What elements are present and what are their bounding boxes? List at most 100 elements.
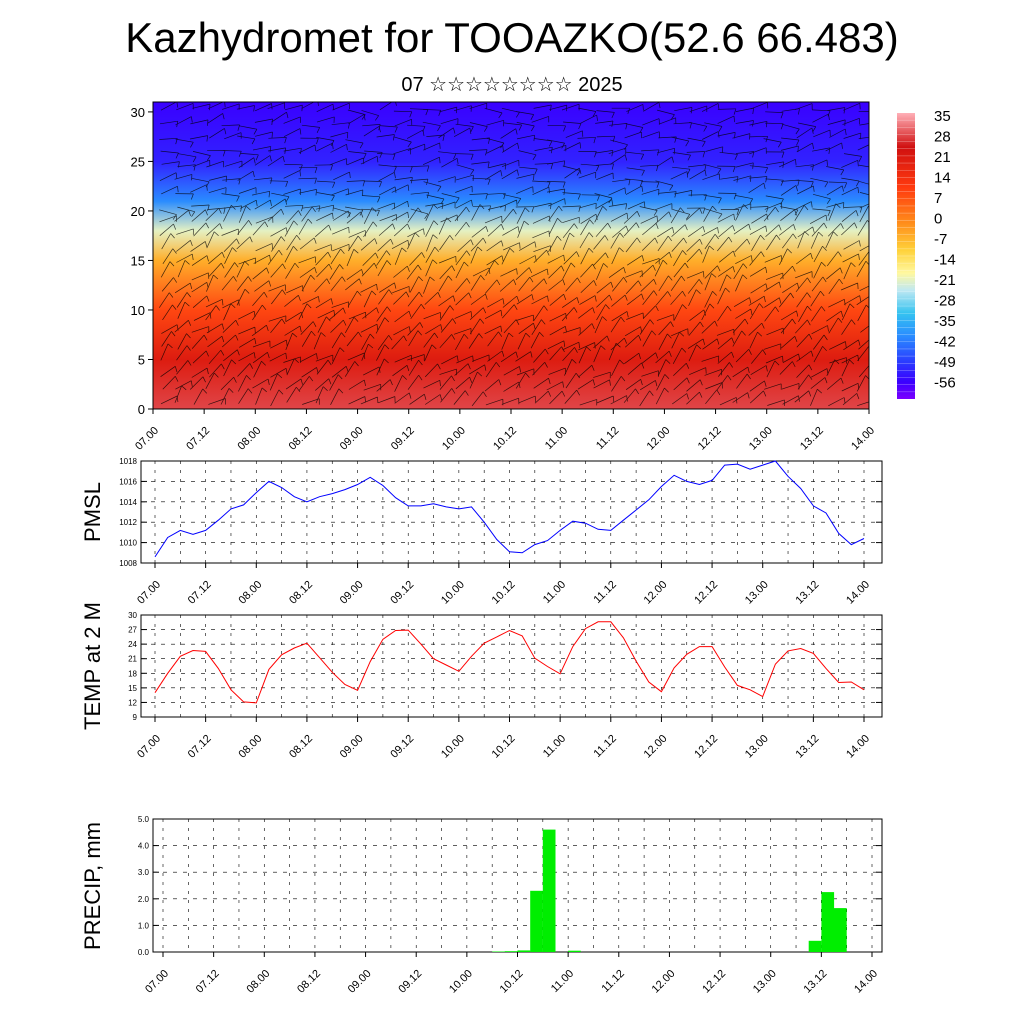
- wind-barb: [735, 274, 743, 292]
- wind-barb-flag: [408, 310, 412, 317]
- wind-barb: [177, 333, 187, 350]
- wind-barb-flag: [578, 342, 580, 349]
- wind-barb-flag: [236, 195, 240, 202]
- wind-barb: [687, 338, 704, 349]
- wind-barb: [657, 147, 675, 154]
- wind-barb: [549, 312, 566, 322]
- wind-barb: [220, 388, 230, 405]
- wind-barb: [469, 307, 484, 321]
- wind-barb: [332, 102, 350, 111]
- wind-barb-flag: [574, 347, 578, 353]
- wind-barb: [252, 190, 270, 196]
- wind-barb-flag: [175, 172, 178, 179]
- wind-barb-flag: [414, 232, 420, 238]
- wind-barb-flag: [518, 381, 521, 388]
- wind-barb-flag: [280, 208, 285, 215]
- wind-barb: [346, 157, 364, 166]
- wind-barb: [424, 292, 439, 305]
- wind-barb-flag: [794, 209, 797, 216]
- wind-barb-flag: [544, 348, 549, 355]
- wind-barb-flag: [386, 306, 391, 312]
- wind-barb: [267, 208, 282, 222]
- wind-barb-flag: [627, 108, 631, 115]
- wind-barb: [764, 202, 782, 210]
- wind-barb: [316, 103, 334, 113]
- wind-barb-flag: [747, 367, 750, 373]
- wind-barb-flag: [407, 240, 410, 247]
- wind-barb-flag: [858, 240, 861, 247]
- wind-barb: [487, 331, 499, 347]
- wind-barb: [360, 323, 378, 333]
- y-tick-label: 1012: [119, 518, 137, 527]
- wind-barb-flag: [191, 116, 193, 123]
- wind-barb: [515, 372, 526, 389]
- wind-barb: [487, 298, 504, 308]
- wind-barb-flag: [610, 281, 614, 288]
- wind-barb: [858, 250, 869, 266]
- wind-barb: [749, 135, 768, 138]
- wind-barb-flag: [857, 187, 859, 194]
- wind-barb: [625, 185, 642, 195]
- wind-barb: [561, 307, 575, 322]
- wind-barb-flag: [550, 203, 552, 210]
- wind-barb: [394, 354, 412, 363]
- wind-barb-flag: [426, 179, 429, 185]
- wind-barb: [796, 364, 810, 378]
- wind-barb-flag: [500, 310, 503, 317]
- wind-barb: [426, 234, 434, 252]
- colorbar-label: -42: [934, 334, 956, 351]
- wind-barb: [500, 268, 517, 277]
- wind-barb-flag: [778, 281, 781, 288]
- wind-barb-flag: [749, 297, 752, 304]
- colorbar-label: 35: [934, 108, 951, 125]
- wind-barb-flag: [394, 282, 397, 289]
- wind-barb: [424, 363, 438, 378]
- x-tick-label: 07.12: [194, 968, 222, 996]
- wind-barb: [454, 221, 467, 237]
- wind-barb: [376, 344, 386, 361]
- y-tick-label: 24: [128, 640, 137, 649]
- wind-barb-flag: [625, 225, 629, 232]
- wind-barb-flag: [577, 277, 581, 284]
- wind-barb: [176, 228, 194, 235]
- wind-barb: [719, 151, 738, 155]
- wind-barb-flag: [577, 193, 581, 200]
- wind-barb-flag: [762, 349, 767, 355]
- wind-barb: [345, 278, 360, 291]
- wind-barb: [795, 252, 811, 265]
- wind-barb: [438, 217, 447, 235]
- x-tick-label: 11.00: [543, 425, 570, 452]
- wind-barb-flag: [687, 169, 691, 175]
- wind-barb: [562, 216, 580, 224]
- wind-barb: [516, 207, 526, 224]
- wind-barb: [828, 278, 840, 295]
- wind-barb-flag: [464, 390, 469, 396]
- wind-barb-flag: [191, 254, 194, 261]
- wind-barb: [190, 119, 209, 125]
- wind-barb-flag: [712, 205, 717, 211]
- colorbar-label: 14: [934, 170, 951, 187]
- wind-barb: [501, 332, 510, 350]
- wind-barb-flag: [327, 251, 332, 258]
- wind-barb-flag: [876, 242, 877, 248]
- wind-barb: [455, 153, 474, 155]
- wind-barb: [284, 204, 304, 207]
- wind-barb-flag: [593, 280, 597, 286]
- wind-barb-flag: [401, 247, 407, 253]
- wind-barb-flag: [455, 197, 460, 204]
- wind-barb: [749, 251, 762, 266]
- wind-barb-flag: [623, 267, 626, 274]
- wind-barb: [670, 275, 682, 291]
- wind-barb: [749, 225, 766, 235]
- wind-barb: [191, 326, 209, 333]
- wind-barb-flag: [698, 248, 703, 255]
- wind-barb-flag: [417, 330, 422, 336]
- wind-barb-flag: [172, 214, 177, 220]
- wind-barb-flag: [748, 224, 751, 230]
- wind-barb: [329, 307, 344, 320]
- wind-barb-flag: [766, 206, 769, 213]
- wind-barb: [562, 205, 581, 208]
- wind-barb: [407, 232, 416, 250]
- wind-barb: [641, 237, 656, 251]
- wind-barb: [455, 123, 474, 127]
